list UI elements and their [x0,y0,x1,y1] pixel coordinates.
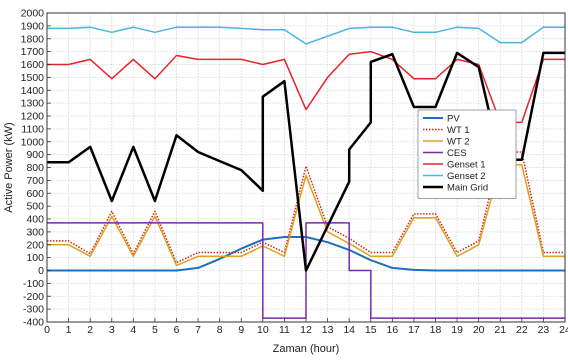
x-tick-label: 18 [430,324,442,336]
y-tick-label: -100 [23,278,44,290]
x-tick-label: 2 [87,324,93,336]
x-tick-label: 16 [386,324,398,336]
y-tick-label: 500 [26,201,44,213]
y-tick-label: 1600 [21,59,45,71]
y-tick-label: 1100 [21,123,44,135]
series-line-genset-1 [47,50,565,124]
y-tick-label: 400 [26,214,44,226]
y-tick-label: 1800 [21,33,45,45]
y-tick-label: 200 [26,239,44,251]
x-tick-label: 3 [109,324,115,336]
series-line-wt-1 [47,151,565,264]
series-line-ces [47,222,565,319]
y-tick-label: 700 [26,175,44,187]
x-axis-title: Zaman (hour) [273,343,340,355]
y-tick-label: -300 [23,304,44,316]
legend-label: Main Grid [447,183,488,194]
legend-label: Genset 1 [447,160,486,171]
x-tick-label: 22 [516,324,528,336]
x-tick-label: 20 [473,324,485,336]
x-tick-label: 14 [343,324,355,336]
x-tick-label: 8 [217,324,223,336]
legend-label: WT 2 [447,137,470,148]
x-tick-label: 23 [538,324,550,336]
y-tick-label: -400 [23,317,44,329]
legend-label: WT 1 [447,125,470,136]
x-tick-label: 19 [451,324,463,336]
x-tick-label: 5 [152,324,158,336]
x-tick-label: 4 [130,324,136,336]
y-tick-label: 1500 [21,72,45,84]
y-tick-label: 600 [26,188,44,200]
y-tick-label: 1900 [21,20,45,32]
legend-label: Genset 2 [447,171,486,182]
legend-box [417,109,517,199]
y-tick-label: 2000 [21,8,45,20]
x-tick-label: 17 [408,324,420,336]
y-tick-label: 1200 [21,111,45,123]
x-tick-label: 1 [66,324,72,336]
y-tick-label: 1000 [21,136,45,148]
y-tick-label: 300 [26,226,44,238]
y-axis-title: Active Power (kW) [3,122,15,212]
y-tick-label: 1700 [21,46,45,58]
x-tick-label: 12 [300,324,312,336]
series-line-main-grid [47,51,565,272]
x-tick-label: 6 [174,324,180,336]
x-tick-label: 9 [238,324,244,336]
legend-label: CES [447,148,467,159]
y-tick-label: -200 [23,291,44,303]
y-tick-label: 800 [26,162,44,174]
series-line-wt-2 [47,164,565,267]
y-tick-label: 1300 [21,98,45,110]
y-tick-label: 1400 [21,85,45,97]
y-tick-label: 0 [38,265,44,277]
x-tick-label: 21 [494,324,506,336]
x-tick-label: 15 [365,324,377,336]
x-tick-label: 24 [559,324,568,336]
x-tick-label: 10 [257,324,269,336]
y-tick-label: 100 [26,252,44,264]
y-tick-label: 900 [26,149,44,161]
x-tick-label: 13 [322,324,334,336]
series-line-genset-2 [47,26,565,45]
x-tick-label: 7 [195,324,201,336]
legend-label: PV [447,114,460,125]
x-tick-label: 0 [44,324,50,336]
x-tick-label: 11 [279,324,290,336]
